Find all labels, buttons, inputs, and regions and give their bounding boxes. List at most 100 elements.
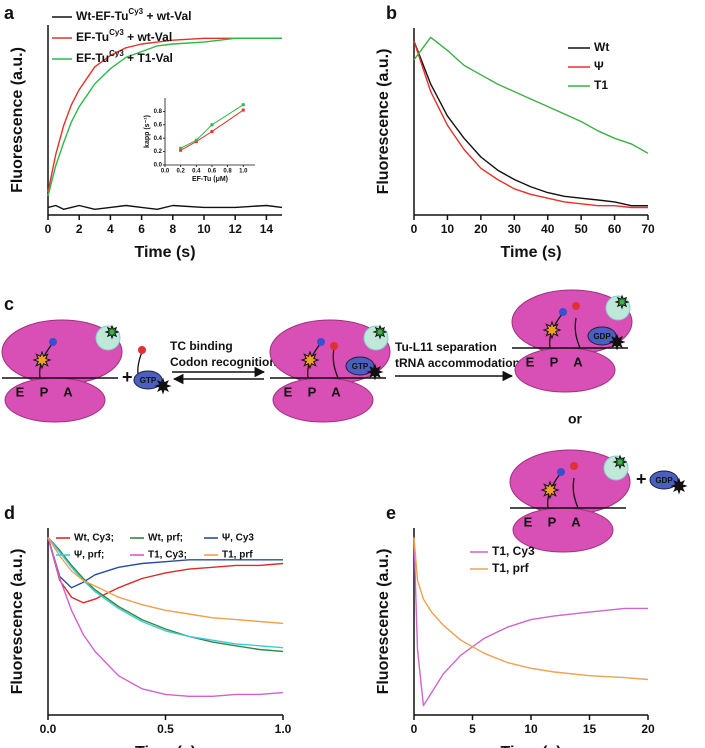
x-tick-label: 1.0 xyxy=(239,169,248,175)
x-axis-label: EF-Tu (μM) xyxy=(192,176,228,183)
series-line xyxy=(47,537,284,625)
series-line xyxy=(47,536,284,653)
site-label: A xyxy=(63,384,73,399)
l11 xyxy=(363,325,389,351)
legend-label: Ψ, prf; xyxy=(74,550,104,561)
x-tick-label: 0.2 xyxy=(176,169,185,175)
legend-label: Ψ xyxy=(594,59,604,73)
ef-tu xyxy=(345,356,375,376)
series-line xyxy=(413,36,649,154)
or-label: or xyxy=(568,411,583,427)
x-axis-label: Time (s) xyxy=(500,244,561,261)
l11 xyxy=(603,455,629,481)
a-trna-end xyxy=(330,342,338,350)
x-axis-label: Time (s) xyxy=(134,244,195,261)
series-line xyxy=(413,40,648,207)
legend-label: Wt, prf; xyxy=(148,533,183,544)
nucleotide-label: GTP xyxy=(140,376,157,385)
l11 xyxy=(95,325,121,351)
site-label: P xyxy=(550,354,559,369)
legend-label: Wt-EF-TuCy3 + wt-Val xyxy=(76,7,191,23)
dye-star xyxy=(608,333,626,351)
p-trna-end xyxy=(49,338,57,346)
ef-tu xyxy=(133,370,163,390)
legend-label: Ψ, Cy3 xyxy=(222,533,254,544)
ef-tu xyxy=(587,326,617,346)
site-label: A xyxy=(571,514,581,529)
x-tick-label: 40 xyxy=(541,222,555,236)
y-tick-label: 0.8 xyxy=(154,109,163,115)
a-trna xyxy=(572,477,579,509)
panel-letter: a xyxy=(4,3,15,23)
panel-letter: e xyxy=(386,503,396,523)
dye-star xyxy=(300,350,320,370)
legend-label: Wt, Cy3; xyxy=(74,533,114,544)
chart: 0 5 10 15 20 Time (s) Fluorescence (a.u.) T1, C… xyxy=(375,503,655,748)
a-trna xyxy=(332,347,339,379)
dye-star xyxy=(372,324,388,340)
site-label: P xyxy=(40,384,49,399)
ef-tu xyxy=(649,470,679,490)
site-label: E xyxy=(526,354,535,369)
chart: 0.0 0.5 1.0 Time (s) Fluorescence (a.u.) Wt, … xyxy=(4,503,292,748)
x-tick-label: 0.0 xyxy=(161,169,170,175)
x-tick-label: 10 xyxy=(441,222,455,236)
y-tick-label: 0.0 xyxy=(154,163,163,169)
free-trna-end xyxy=(138,346,146,354)
plus: + xyxy=(636,469,647,489)
dye-star xyxy=(154,377,172,395)
x-tick-label: 0.5 xyxy=(157,722,174,736)
legend-label: T1, prf xyxy=(222,550,253,561)
site-label: A xyxy=(573,354,583,369)
plus: + xyxy=(122,367,133,387)
a-trna-end xyxy=(572,302,580,310)
a-trna-end xyxy=(570,462,578,470)
x-tick-label: 2 xyxy=(76,222,83,236)
x-tick-label: 50 xyxy=(574,222,588,236)
series-line xyxy=(413,537,648,707)
x-tick-label: 0.6 xyxy=(208,169,217,175)
site-label: E xyxy=(284,384,293,399)
dye-star xyxy=(614,294,630,310)
x-tick-label: 10 xyxy=(524,722,538,736)
x-tick-label: 14 xyxy=(260,222,274,236)
y-axis-label: Fluorescence (a.u.) xyxy=(9,47,26,193)
y-tick-label: 0.6 xyxy=(154,122,163,128)
x-tick-label: 20 xyxy=(474,222,488,236)
x-tick-label: 60 xyxy=(608,222,622,236)
series-line xyxy=(47,537,284,604)
chart: 0 2 4 6 8 10 12 14 Time (s) Fluorescence (a.u.) Wt… xyxy=(4,3,283,261)
l11 xyxy=(605,295,631,321)
point xyxy=(210,123,214,127)
ribosome: GDP E P A xyxy=(511,289,633,393)
x-tick-label: 10 xyxy=(197,222,211,236)
point xyxy=(210,130,214,133)
point xyxy=(241,103,245,107)
x-tick-label: 70 xyxy=(641,222,655,236)
dye-star xyxy=(32,350,52,370)
y-axis-label: Fluorescence (a.u.) xyxy=(375,49,392,195)
dye-star xyxy=(612,454,628,470)
dye-star xyxy=(542,320,562,340)
dye-star xyxy=(104,324,120,340)
step-label: tRNA accommodation xyxy=(395,356,520,370)
series-line xyxy=(47,204,283,210)
x-tick-label: 6 xyxy=(138,222,145,236)
series-line xyxy=(413,537,649,681)
series-line xyxy=(413,40,648,209)
legend-label: T1, Cy3; xyxy=(148,550,187,561)
nucleotide-label: GDP xyxy=(593,332,611,341)
x-tick-label: 5 xyxy=(469,722,476,736)
legend-label: Wt xyxy=(594,40,609,54)
x-tick-label: 0.4 xyxy=(192,169,201,175)
y-axis-label: kapp (s⁻¹) xyxy=(144,115,151,148)
dye-star xyxy=(670,477,688,495)
point xyxy=(179,146,183,150)
x-tick-label: 1.0 xyxy=(275,722,292,736)
x-tick-label: 20 xyxy=(641,722,655,736)
series-line xyxy=(47,37,282,197)
